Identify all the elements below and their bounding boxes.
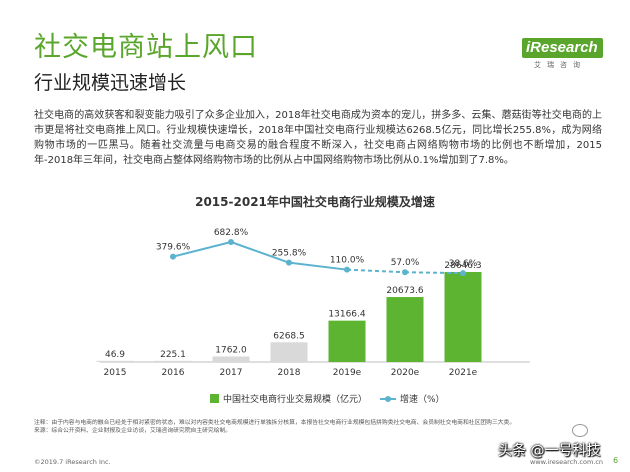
bar-line-chart: 46.9 2015 225.1 2016 1762.0 2017 6268.5 2018 131…	[96, 228, 530, 378]
growth-point	[286, 259, 292, 266]
bar-value-label: 28646.3	[444, 261, 481, 271]
page-title: 社交电商站上风口	[34, 32, 258, 63]
x-tick-label: 2019e	[333, 368, 362, 378]
chart-legend: 中国社交电商行业交易规模（亿元） 增速（%）	[210, 392, 470, 406]
growth-point	[170, 253, 176, 260]
notes: 注释：由于内容与电商的融合已经处于相对紧密的状态，难以对内容类社交电商规模进行单…	[34, 420, 574, 435]
growth-value-label: 57.0%	[391, 258, 420, 268]
legend-line-swatch	[380, 395, 396, 402]
x-tick-label: 2016	[162, 368, 185, 378]
bar-value-label: 225.1	[160, 350, 186, 360]
legend-item-line: 增速（%）	[380, 392, 445, 405]
bar-value-label: 13166.4	[328, 310, 365, 320]
bar	[444, 272, 482, 362]
growth-line-segment	[288, 261, 348, 271]
legend-bar-swatch	[210, 394, 219, 403]
intro-paragraph: 社交电商的高效获客和裂变能力吸引了众多企业加入，2018年社交电商成为资本的宠儿…	[34, 110, 602, 166]
growth-value-label: 379.6%	[156, 243, 191, 253]
x-tick-label: 2020e	[391, 368, 420, 378]
bar-value-label: 20673.6	[386, 286, 423, 296]
growth-value-label: 38.6%	[449, 259, 478, 269]
growth-point	[460, 270, 466, 277]
iresearch-logo: iResearch 艾瑞咨询	[522, 38, 614, 72]
logo-brand: iResearch	[522, 38, 603, 58]
legend-item-bar: 中国社交电商行业交易规模（亿元）	[210, 392, 367, 405]
note-line: 注释：由于内容与电商的融合已经处于相对紧密的状态，难以对内容类社交电商规模进行单…	[34, 420, 516, 426]
bar-value-label: 1762.0	[215, 345, 247, 355]
bar	[154, 360, 192, 362]
growth-point	[402, 269, 408, 276]
growth-value-label: 110.0%	[330, 256, 365, 266]
growth-point	[228, 239, 234, 245]
legend-bar-label: 中国社交电商行业交易规模（亿元）	[223, 395, 368, 405]
growth-line-segment	[404, 271, 464, 275]
bar	[328, 320, 366, 362]
page-number: 6	[613, 456, 619, 465]
growth-point	[344, 266, 350, 273]
x-tick-label: 2021e	[449, 368, 478, 378]
bar-value-label: 6268.5	[273, 331, 305, 341]
growth-value-label: 682.8%	[214, 228, 249, 238]
x-tick-label: 2015	[104, 368, 127, 378]
legend-line-label: 增速（%）	[400, 395, 445, 405]
bar	[386, 297, 424, 362]
growth-line-segment	[172, 241, 232, 258]
source-line: 来源：综合公开资料、企业财报及企业访谈，艾瑞咨询研究院自主研究绘制。	[34, 427, 232, 434]
growth-line-segment	[346, 268, 406, 274]
watermark-text: 头条 @一号科技	[498, 443, 601, 459]
bar	[270, 342, 308, 362]
growth-value-label: 255.8%	[272, 249, 307, 259]
logo-sub: 艾瑞咨询	[534, 61, 586, 69]
x-tick-label: 2018	[278, 368, 301, 378]
bar	[96, 360, 134, 362]
bar	[212, 356, 250, 362]
page-subtitle: 行业规模迅速增长	[34, 72, 187, 94]
bar-value-label: 46.9	[105, 350, 125, 360]
footer-copyright: ©2019.7 iResearch Inc.	[34, 458, 111, 466]
wechat-icon	[572, 424, 588, 437]
footer-site: www.iresearch.com.cn	[530, 458, 604, 466]
x-tick-label: 2017	[220, 368, 243, 378]
growth-line-segment	[230, 241, 290, 264]
chart-title: 2015-2021年中国社交电商行业规模及增速	[195, 195, 435, 209]
